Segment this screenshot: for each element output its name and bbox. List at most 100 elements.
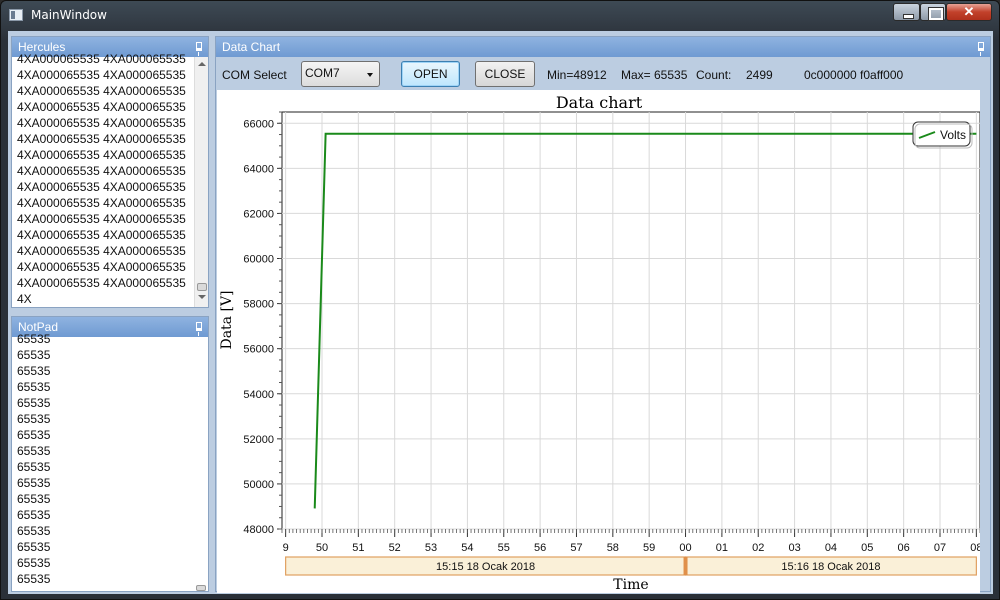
- chart-title: Data chart: [556, 93, 643, 112]
- list-line: 65535: [17, 572, 51, 586]
- list-line: 4XA000065535 4XA000065535: [17, 84, 186, 98]
- list-line: 4XA000065535 4XA000065535: [17, 52, 186, 66]
- hercules-title: Hercules: [18, 40, 66, 54]
- maximize-button[interactable]: [920, 3, 946, 21]
- window-icon[interactable]: [9, 9, 23, 21]
- count-value: 2499: [746, 68, 773, 82]
- list-line: 65535: [17, 508, 51, 522]
- x-tick-label: 58: [607, 542, 619, 554]
- y-tick-label: 66000: [243, 118, 274, 130]
- list-line: 4XA000065535 4XA000065535: [17, 228, 186, 242]
- legend-label: Volts: [940, 128, 966, 142]
- list-line: 4XA000065535 4XA000065535: [17, 148, 186, 162]
- open-button[interactable]: OPEN: [401, 61, 460, 87]
- toolbar: COM Select COM7 OPEN CLOSE Min=48912 Max…: [216, 57, 990, 89]
- title-bar[interactable]: MainWindow ✕: [1, 1, 999, 29]
- pin-icon[interactable]: [978, 42, 984, 56]
- notpad-header[interactable]: NotPad: [12, 317, 208, 337]
- list-line: 4X: [17, 292, 32, 306]
- client-area: Hercules 4XA000065535 4XA000065535 4XA000…: [8, 31, 993, 594]
- x-tick-label: 53: [425, 542, 437, 554]
- list-line: 65535: [17, 412, 51, 426]
- data-chart-title: Data Chart: [222, 40, 281, 54]
- y-tick-label: 56000: [243, 344, 274, 356]
- chevron-down-icon: [367, 73, 373, 77]
- hercules-header[interactable]: Hercules: [12, 37, 208, 57]
- x-tick-label: 51: [352, 542, 364, 554]
- x-tick-label: 9: [283, 542, 289, 554]
- y-tick-label: 48000: [243, 524, 274, 536]
- data-chart-header[interactable]: Data Chart: [216, 37, 990, 57]
- list-line: 4XA000065535 4XA000065535: [17, 100, 186, 114]
- scroll-up-icon[interactable]: [198, 62, 206, 66]
- scroll-thumb[interactable]: [196, 585, 206, 591]
- notpad-title: NotPad: [18, 320, 59, 334]
- com-select-label: COM Select: [222, 68, 287, 82]
- x-tick-label: 56: [534, 542, 546, 554]
- x-tick-label: 07: [934, 542, 946, 554]
- list-line: 65535: [17, 460, 51, 474]
- y-tick-label: 52000: [243, 434, 274, 446]
- list-line: 65535: [17, 396, 51, 410]
- list-line: 65535: [17, 444, 51, 458]
- hex-readout: 0c000000 f0aff000: [804, 68, 904, 82]
- chart-grid: [281, 111, 980, 530]
- chart-area[interactable]: Data chart 48000 50000 52000 54000 56000 5800…: [217, 90, 980, 593]
- list-line: 4XA000065535 4XA000065535: [17, 68, 186, 82]
- x-tick-label: 59: [643, 542, 655, 554]
- y-tick-label: 62000: [243, 208, 274, 220]
- x-axis: 9 50 51 52 53 54 55 56 57 58 59 00 01 02 03 04 05 06 07 08 1…: [281, 529, 980, 576]
- x-axis-label: Time: [613, 577, 648, 593]
- list-line: 65535: [17, 476, 51, 490]
- pin-icon[interactable]: [196, 322, 202, 336]
- data-chart-panel: Data Chart COM Select COM7 OPEN CLOSE Mi…: [215, 36, 991, 593]
- x-tick-label: 52: [389, 542, 401, 554]
- count-label: Count:: [696, 68, 732, 82]
- minimize-button[interactable]: [893, 3, 920, 21]
- hercules-panel: Hercules 4XA000065535 4XA000065535 4XA000…: [11, 36, 209, 308]
- legend-shadow: [914, 123, 973, 149]
- pin-icon[interactable]: [196, 42, 202, 56]
- chart-series: [313, 132, 977, 509]
- close-window-button[interactable]: ✕: [946, 3, 992, 21]
- hercules-text-area[interactable]: 4XA000065535 4XA000065535 4XA000065535 4X…: [12, 51, 194, 307]
- list-line: 4XA000065535 4XA000065535: [17, 164, 186, 178]
- list-line: 4XA000065535 4XA000065535: [17, 276, 186, 290]
- chart-legend[interactable]: Volts: [912, 121, 973, 149]
- data-chart[interactable]: Data chart 48000500005200054000560005800…: [217, 90, 980, 593]
- x-tick-label: 06: [898, 542, 910, 554]
- y-tick-label: 54000: [243, 389, 274, 401]
- y-tick-label: 50000: [243, 479, 274, 491]
- y-tick-label: 58000: [243, 299, 274, 311]
- list-line: 65535: [17, 524, 51, 538]
- min-readout: Min=48912: [547, 68, 607, 82]
- list-line: 65535: [17, 364, 51, 378]
- list-line: 4XA000065535 4XA000065535: [17, 260, 186, 274]
- notpad-text-area[interactable]: 65535 65535 65535 65535 65535 65535 65535 65535…: [12, 331, 194, 591]
- close-icon: ✕: [963, 4, 975, 19]
- x-tick-label: 00: [679, 542, 691, 554]
- x-tick-label: 04: [825, 542, 837, 554]
- minute-band-divider: [683, 557, 688, 575]
- close-button[interactable]: CLOSE: [475, 61, 535, 87]
- x-tick-label: 01: [716, 542, 728, 554]
- com-port-select[interactable]: COM7: [301, 61, 380, 87]
- minute-band-label: 15:16 18 Ocak 2018: [781, 561, 880, 573]
- x-tick-label: 54: [461, 542, 473, 554]
- x-tick-label: 55: [498, 542, 510, 554]
- list-line: 65535: [17, 492, 51, 506]
- x-tick-label: 02: [752, 542, 764, 554]
- x-tick-label: 50: [316, 542, 328, 554]
- hercules-scrollbar[interactable]: [194, 57, 208, 307]
- scroll-thumb[interactable]: [197, 283, 207, 291]
- list-line: 4XA000065535 4XA000065535: [17, 196, 186, 210]
- y-axis: 48000 50000 52000 54000 56000 58000 60000 62000…: [243, 111, 282, 536]
- list-line: 65535: [17, 380, 51, 394]
- max-readout: Max= 65535: [621, 68, 688, 82]
- scroll-down-icon[interactable]: [198, 295, 206, 299]
- list-line: 4XA000065535 4XA000065535: [17, 244, 186, 258]
- x-tick-label: 57: [570, 542, 582, 554]
- y-axis-label: Data [V]: [219, 290, 235, 349]
- x-tick-label: 08: [970, 542, 980, 554]
- notpad-scrollbar[interactable]: [194, 337, 208, 591]
